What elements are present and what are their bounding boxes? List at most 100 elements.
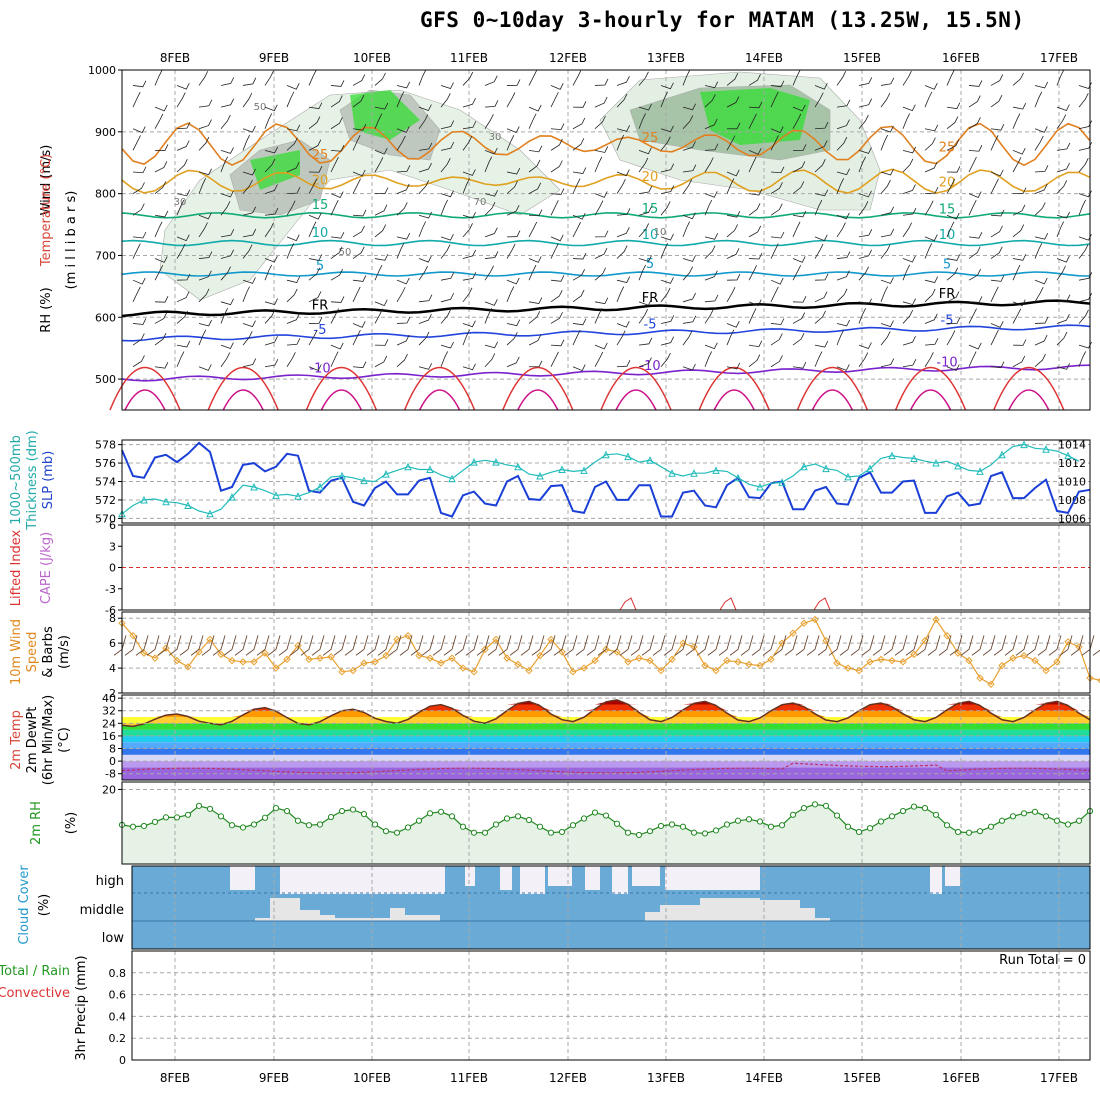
wind-barb bbox=[352, 321, 366, 328]
wind-barb bbox=[1056, 142, 1071, 151]
axis-label: 3hr Precip (mm) bbox=[74, 955, 89, 1060]
wind-barb bbox=[924, 200, 934, 216]
isotherm-line bbox=[121, 364, 1091, 382]
wind-barb bbox=[418, 363, 433, 370]
isotherm-label: FR bbox=[939, 287, 956, 302]
isotherm-arc bbox=[124, 389, 166, 411]
wind-barb bbox=[707, 635, 721, 656]
wind-barb bbox=[377, 635, 391, 656]
wind-barb bbox=[682, 141, 696, 151]
wind-barb bbox=[220, 98, 235, 108]
isotherm-label: -10 bbox=[309, 362, 330, 377]
wind-barb bbox=[462, 272, 477, 281]
wind-barb bbox=[132, 166, 147, 174]
wind-barb bbox=[880, 77, 895, 86]
cloud-high bbox=[548, 866, 572, 886]
wind-speed-marker bbox=[272, 664, 280, 672]
wind-barb bbox=[198, 329, 207, 346]
wind-barb bbox=[748, 252, 763, 260]
wind-barb bbox=[330, 308, 339, 324]
rh2m-marker bbox=[591, 809, 599, 816]
axis-label: (m/s) bbox=[57, 635, 72, 669]
wind-barb bbox=[396, 202, 408, 216]
wind-barb bbox=[418, 221, 427, 238]
rh2m-marker bbox=[228, 822, 236, 829]
axis-label: Speed bbox=[25, 632, 40, 673]
wind-barb bbox=[440, 199, 448, 216]
wind-speed-marker bbox=[987, 680, 995, 688]
wind-barb bbox=[902, 158, 914, 173]
rh2m-marker bbox=[866, 825, 874, 832]
wind-barb bbox=[660, 82, 674, 90]
wind-barb bbox=[1034, 287, 1044, 303]
wind-barb bbox=[1012, 224, 1025, 238]
tick-label: 32 bbox=[102, 705, 116, 718]
wind-barb bbox=[748, 225, 762, 238]
wind-barb bbox=[770, 166, 785, 174]
wind-barb bbox=[220, 114, 231, 129]
wind-barb bbox=[902, 104, 916, 112]
wind-barb bbox=[132, 135, 141, 151]
wind-speed-marker bbox=[833, 659, 841, 667]
rh2m-marker bbox=[558, 828, 566, 836]
cloud-high bbox=[930, 866, 942, 894]
wind-barb bbox=[594, 297, 609, 305]
wind-barb bbox=[484, 201, 496, 216]
wind-barb bbox=[990, 361, 1005, 369]
wind-barb bbox=[1034, 233, 1049, 240]
thickness-marker bbox=[998, 450, 1006, 459]
wind-barb bbox=[506, 180, 518, 194]
thickness-marker bbox=[954, 461, 962, 470]
wind-barb bbox=[946, 212, 960, 220]
wind-barb bbox=[462, 97, 476, 108]
wind-barb bbox=[660, 125, 674, 133]
wind-barb bbox=[245, 635, 259, 656]
wind-barb bbox=[968, 117, 981, 130]
wind-barb bbox=[795, 635, 809, 656]
rh2m-marker bbox=[712, 827, 720, 834]
wind-barb bbox=[352, 246, 365, 259]
tick-label: 8 bbox=[109, 743, 116, 756]
date-label-top: 11FEB bbox=[450, 51, 488, 65]
wind-barb bbox=[374, 254, 389, 261]
wind-barb bbox=[374, 102, 389, 110]
wind-barb bbox=[462, 363, 476, 371]
wind-barb bbox=[971, 635, 985, 656]
wind-speed-marker bbox=[1031, 656, 1039, 665]
isotherm-label: FR bbox=[642, 291, 659, 306]
rh2m-marker bbox=[525, 816, 533, 824]
wind-barb bbox=[1012, 355, 1026, 368]
axis-label: Wind (m/s) bbox=[39, 145, 54, 216]
wind-barb bbox=[308, 212, 322, 220]
wind-barb bbox=[506, 356, 520, 368]
wind-barb bbox=[176, 189, 191, 197]
wind-barb bbox=[638, 206, 652, 216]
wind-barb bbox=[968, 342, 982, 350]
rh2m-marker bbox=[877, 818, 885, 825]
wind-barb bbox=[814, 340, 829, 348]
wind-speed-marker bbox=[415, 651, 423, 660]
wind-barb bbox=[1034, 91, 1043, 108]
wind-barb bbox=[264, 146, 279, 154]
rh2m-marker bbox=[1042, 813, 1050, 820]
cloud-cover-panel: high middle low Cloud Cover (%) bbox=[17, 865, 1091, 950]
isotherm-line bbox=[121, 212, 1091, 219]
rh2m-marker bbox=[140, 822, 148, 830]
wind-barb bbox=[924, 352, 934, 367]
wind-barb bbox=[157, 635, 171, 656]
wind-barb bbox=[220, 228, 235, 238]
wind-barb bbox=[990, 275, 1005, 282]
rh2m-marker bbox=[668, 821, 676, 828]
isotherm-label: 10 bbox=[939, 228, 956, 243]
tick-label: 0.2 bbox=[109, 1032, 127, 1045]
cloud-high bbox=[520, 866, 545, 894]
wind-speed-marker bbox=[206, 635, 214, 644]
wind-barb bbox=[286, 83, 300, 90]
wind-speed-marker bbox=[1097, 677, 1100, 684]
wind-barb bbox=[946, 178, 956, 194]
wind-barb bbox=[308, 102, 323, 110]
wind-barb bbox=[902, 70, 912, 86]
tick-label-right: 1010 bbox=[1058, 476, 1086, 489]
wind-barb bbox=[880, 92, 891, 108]
wind-barb bbox=[660, 163, 675, 173]
